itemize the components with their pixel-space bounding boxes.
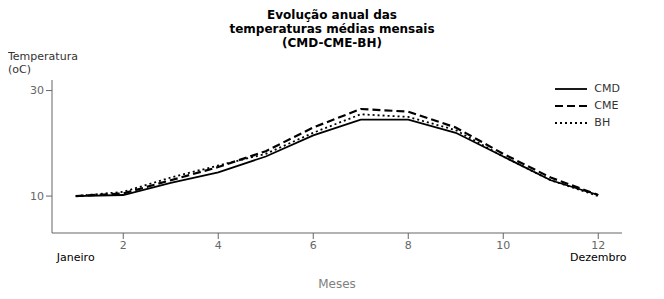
svg-text:30: 30 bbox=[30, 84, 44, 97]
html-text:Temperatura: Temperatura bbox=[8, 50, 78, 63]
svg-text:12: 12 bbox=[591, 238, 606, 252]
svg-text:Meses: Meses bbox=[318, 277, 356, 288]
svg-text:Janeiro: Janeiro bbox=[56, 251, 95, 264]
svg-text:10: 10 bbox=[30, 190, 44, 203]
svg-text:8: 8 bbox=[405, 239, 412, 252]
svg-text:2: 2 bbox=[120, 239, 127, 252]
html-text:BH: BH bbox=[594, 116, 611, 129]
svg-text:10: 10 bbox=[496, 239, 510, 252]
svg-text:Dezembro: Dezembro bbox=[570, 251, 627, 264]
html-text:(CMD-CME-BH): (CMD-CME-BH) bbox=[282, 36, 382, 50]
html-text:(oC): (oC) bbox=[8, 63, 31, 76]
svg-text:6: 6 bbox=[310, 239, 317, 252]
html-text:CME: CME bbox=[594, 99, 619, 112]
html-text:temperaturas médias mensais: temperaturas médias mensais bbox=[229, 22, 435, 36]
html-text:CMD: CMD bbox=[594, 82, 620, 95]
html-text:Evolução anual das: Evolução anual das bbox=[267, 8, 397, 22]
svg-text:4: 4 bbox=[215, 239, 222, 252]
